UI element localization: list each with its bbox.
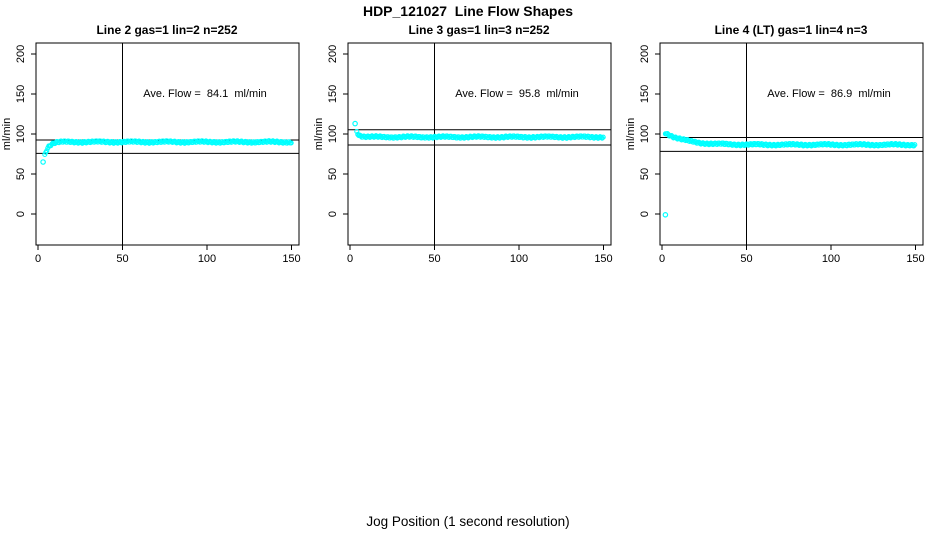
y-tick-label: 200: [327, 45, 339, 63]
x-tick-label: 150: [906, 253, 924, 265]
data-series: [662, 130, 918, 218]
y-tick-label: 50: [639, 168, 651, 180]
y-tick-label: 150: [327, 85, 339, 103]
x-tick-label: 150: [594, 253, 612, 265]
outlier-point: [662, 212, 669, 218]
x-tick-label: 0: [659, 253, 665, 265]
y-tick-label: 50: [15, 168, 27, 180]
outlier-point: [352, 120, 358, 127]
panel-svg: Line 3 gas=1 lin=3 n=252 0 50 100 150 0 50 100 1…: [313, 23, 613, 265]
ave-flow-annotation: Ave. Flow = 95.8 ml/min: [455, 88, 579, 100]
y-tick-label: 150: [15, 85, 27, 103]
figure-title: HDP_121027 Line Flow Shapes: [362, 3, 574, 19]
y-tick-label: 100: [327, 125, 339, 143]
x-tick-label: 50: [428, 253, 440, 265]
panel-title: Line 3 gas=1 lin=3 n=252: [408, 23, 549, 37]
y-tick-label: 0: [639, 211, 651, 217]
chart-panel-3: Line 4 (LT) gas=1 lin=4 n=3 0 50 100 150 0 50 1…: [624, 0, 936, 300]
x-axis-label: Jog Position (1 second resolution): [366, 514, 570, 529]
y-tick-label: 0: [327, 211, 339, 217]
x-tick-label: 50: [116, 253, 128, 265]
chart-panel-2: Line 3 gas=1 lin=3 n=252 0 50 100 150 0 50 100 1…: [312, 0, 624, 300]
y-tick-label: 200: [15, 45, 27, 63]
y-tick-label: 200: [639, 45, 651, 63]
panel-title: Line 2 gas=1 lin=2 n=252: [96, 23, 237, 37]
panel-svg: Line 2 gas=1 lin=2 n=252 0 50 100 150 0 50 100 1…: [1, 23, 301, 265]
y-tick-label: 50: [327, 168, 339, 180]
x-tick-label: 0: [347, 253, 353, 265]
data-series: [352, 120, 606, 141]
y-axis-label: ml/min: [313, 118, 325, 150]
y-axis-label: ml/min: [1, 118, 13, 150]
y-tick-label: 150: [639, 85, 651, 103]
chart-panel-1: Line 2 gas=1 lin=2 n=252 0 50 100 150 0 50 100 1…: [0, 0, 312, 300]
panel-title: Line 4 (LT) gas=1 lin=4 n=3: [715, 23, 868, 37]
x-tick-label: 50: [740, 253, 752, 265]
y-tick-label: 100: [639, 125, 651, 143]
plot-box: [659, 42, 924, 246]
x-tick-label: 100: [510, 253, 528, 265]
panel-row: Line 2 gas=1 lin=2 n=252 0 50 100 150 0 50 100 1…: [0, 0, 936, 300]
x-tick-label: 100: [822, 253, 840, 265]
data-series: [40, 138, 294, 165]
x-tick-label: 0: [35, 253, 41, 265]
panel-svg: Line 4 (LT) gas=1 lin=4 n=3 0 50 100 150 0 50 1…: [625, 23, 925, 265]
plot-box: [347, 42, 612, 246]
ave-flow-annotation: Ave. Flow = 86.9 ml/min: [767, 88, 891, 100]
x-tick-label: 150: [282, 253, 300, 265]
outlier-point: [40, 159, 46, 165]
plot-box: [35, 42, 300, 246]
y-tick-label: 0: [15, 211, 27, 217]
y-axis-label: ml/min: [625, 118, 637, 150]
ave-flow-annotation: Ave. Flow = 84.1 ml/min: [143, 88, 267, 100]
x-tick-label: 100: [198, 253, 216, 265]
y-tick-label: 100: [15, 125, 27, 143]
